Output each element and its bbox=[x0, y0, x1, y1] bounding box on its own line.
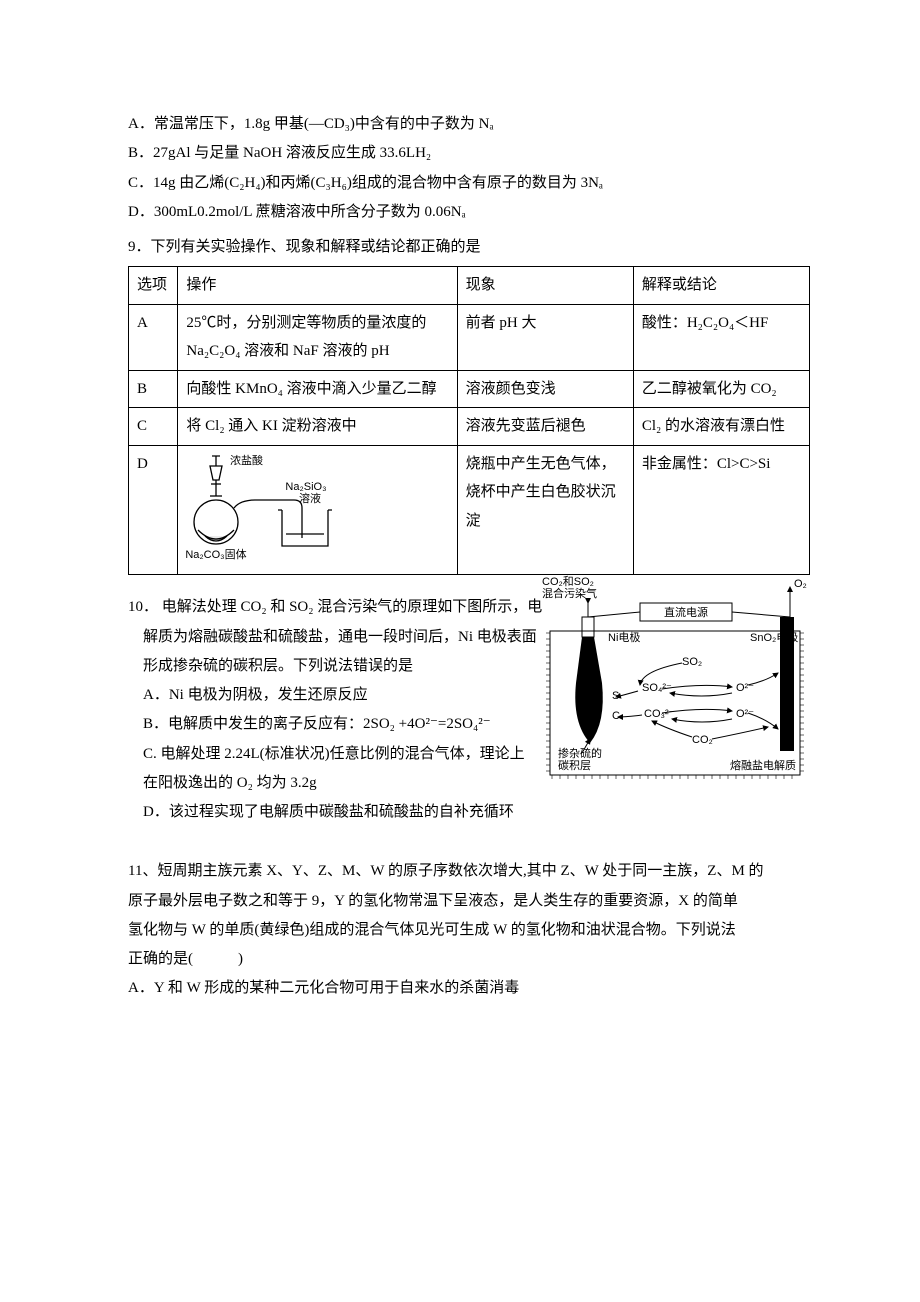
q11-l3: 氢化物与 W 的单质(黄绿色)组成的混合气体见光可生成 W 的氢化物和油状混合物… bbox=[128, 916, 810, 945]
q10-c1: C. 电解处理 2.24L(标准状况)任意比例的混合气体，理论上 bbox=[128, 740, 548, 769]
q9-b-op: 向酸性 KMnO₄ 溶液中滴入少量乙二醇 bbox=[178, 370, 457, 408]
q10-c2: 在阳极逸出的 O₂ 均为 3.2g bbox=[128, 769, 548, 798]
q9-header-row: 选项 操作 现象 解释或结论 bbox=[129, 267, 810, 305]
q10-a: A．Ni 电极为阴极，发生还原反应 bbox=[128, 681, 548, 710]
page: A．常温常压下，1.8g 甲基(—CD₃)中含有的中子数为 Nₐ B．27gAl… bbox=[0, 0, 920, 1302]
q10-stem-l2: 解质为熔融碳酸盐和硫酸盐，通电一段时间后，Ni 电极表面 bbox=[128, 623, 548, 652]
q11-a: A．Y 和 W 形成的某种二元化合物可用于自来水的杀菌消毒 bbox=[128, 974, 810, 1003]
d-gas-in: CO₂和SO₂ bbox=[542, 575, 594, 588]
q11-block: 11、短周期主族元素 X、Y、Z、M、W 的原子序数依次增大,其中 Z、W 处于… bbox=[128, 857, 810, 1003]
q10-stem-l1: 10． 电解法处理 CO₂ 和 SO₂ 混合污染气的原理如下图所示，电 bbox=[128, 593, 548, 622]
q9-h-phenomenon: 现象 bbox=[457, 267, 633, 305]
q9-h-conclusion: 解释或结论 bbox=[633, 267, 809, 305]
q9-stem-text: 9．下列有关实验操作、现象和解释或结论都正确的是 bbox=[128, 239, 481, 255]
table-row: A 25℃时，分别测定等物质的量浓度的 Na₂C₂O₄ 溶液和 NaF 溶液的 … bbox=[129, 304, 810, 370]
q10-block: 10． 电解法处理 CO₂ 和 SO₂ 混合污染气的原理如下图所示，电 解质为熔… bbox=[128, 593, 810, 827]
d-sn: SnO₂电极 bbox=[750, 630, 798, 644]
q9-d-op: 浓盐酸 Na₂SiO₃ 溶液 Na₂CO₃固体 bbox=[178, 445, 457, 575]
d-so2: SO₂ bbox=[682, 656, 702, 668]
q9-stem: 9．下列有关实验操作、现象和解释或结论都正确的是 bbox=[128, 233, 810, 262]
q8-option-a: A．常温常压下，1.8g 甲基(—CD₃)中含有的中子数为 Nₐ bbox=[128, 110, 810, 139]
q9-a-opt: A bbox=[129, 304, 178, 370]
d-layer2: 碳积层 bbox=[558, 758, 591, 772]
q10-b: B．电解质中发生的离子反应有：2SO₂ +4O²⁻=2SO₄²⁻ bbox=[128, 710, 548, 739]
d-power: 直流电源 bbox=[664, 605, 708, 619]
q10-text: 10． 电解法处理 CO₂ 和 SO₂ 混合污染气的原理如下图所示，电 解质为熔… bbox=[128, 593, 548, 798]
q10-diagram: CO₂和SO₂ 混合污染气 O₂ 直流电源 bbox=[532, 573, 814, 793]
table-row: B 向酸性 KMnO₄ 溶液中滴入少量乙二醇 溶液颜色变浅 乙二醇被氧化为 CO… bbox=[129, 370, 810, 408]
q9-d-ph: 烧瓶中产生无色气体，烧杯中产生白色胶状沉淀 bbox=[457, 445, 633, 575]
table-row: C 将 Cl₂ 通入 KI 淀粉溶液中 溶液先变蓝后褪色 Cl₂ 的水溶液有漂白… bbox=[129, 408, 810, 446]
q8-b-text: B．27gAl 与足量 NaOH 溶液反应生成 33.6LH₂ bbox=[128, 145, 431, 161]
d-co2: CO₂ bbox=[692, 734, 713, 746]
q9-h-operation: 操作 bbox=[178, 267, 457, 305]
q9-c-ph: 溶液先变蓝后褪色 bbox=[457, 408, 633, 446]
q9-a-op: 25℃时，分别测定等物质的量浓度的 Na₂C₂O₄ 溶液和 NaF 溶液的 pH bbox=[178, 304, 457, 370]
q9-c-opt: C bbox=[129, 408, 178, 446]
label-silicate: Na₂SiO₃ bbox=[286, 481, 327, 493]
d-ni: Ni电极 bbox=[608, 630, 640, 644]
q9-b-ph: 溶液颜色变浅 bbox=[457, 370, 633, 408]
q8-option-c: C．14g 由乙烯(C₂H₄)和丙烯(C₃H₆)组成的混合物中含有原子的数目为 … bbox=[128, 169, 810, 198]
q9-c-con: Cl₂ 的水溶液有漂白性 bbox=[633, 408, 809, 446]
q9-c-op: 将 Cl₂ 通入 KI 淀粉溶液中 bbox=[178, 408, 457, 446]
q9-a-con: 酸性：H₂C₂O₄＜HF bbox=[633, 304, 809, 370]
q9-d-con: 非金属性：Cl>C>Si bbox=[633, 445, 809, 575]
q8-option-d: D．300mL0.2mol/L 蔗糖溶液中所含分子数为 0.06Nₐ bbox=[128, 198, 810, 227]
q9-a-ph: 前者 pH 大 bbox=[457, 304, 633, 370]
q9-d-opt: D bbox=[129, 445, 178, 575]
q11-l1: 11、短周期主族元素 X、Y、Z、M、W 的原子序数依次增大,其中 Z、W 处于… bbox=[128, 857, 810, 886]
electrolysis-svg: CO₂和SO₂ 混合污染气 O₂ 直流电源 bbox=[532, 573, 814, 793]
q9-b-opt: B bbox=[129, 370, 178, 408]
d-gas-in2: 混合污染气 bbox=[542, 586, 597, 600]
q9-h-option: 选项 bbox=[129, 267, 178, 305]
q9-b-con: 乙二醇被氧化为 CO₂ bbox=[633, 370, 809, 408]
d-co3: CO₃²⁻ bbox=[644, 708, 675, 720]
label-carbonate: Na₂CO₃固体 bbox=[186, 547, 247, 560]
q8-option-b: B．27gAl 与足量 NaOH 溶液反应生成 33.6LH₂ bbox=[128, 139, 810, 168]
label-hcl: 浓盐酸 bbox=[230, 453, 263, 467]
table-row: D bbox=[129, 445, 810, 575]
d-c: C bbox=[612, 710, 620, 722]
q8-d-text: D．300mL0.2mol/L 蔗糖溶液中所含分子数为 0.06Nₐ bbox=[128, 204, 466, 220]
q10-stem-l3: 形成掺杂硫的碳积层。下列说法错误的是 bbox=[128, 652, 548, 681]
label-solution: 溶液 bbox=[299, 491, 321, 505]
d-layer1: 掺杂硫的 bbox=[558, 746, 602, 760]
q8-a-text: A．常温常压下，1.8g 甲基(—CD₃)中含有的中子数为 Nₐ bbox=[128, 116, 494, 132]
q8-c-text: C．14g 由乙烯(C₂H₄)和丙烯(C₃H₆)组成的混合物中含有原子的数目为 … bbox=[128, 175, 603, 191]
apparatus-diagram: 浓盐酸 Na₂SiO₃ 溶液 Na₂CO₃固体 bbox=[186, 450, 346, 560]
d-o2: O₂ bbox=[794, 578, 807, 590]
q11-l2: 原子最外层电子数之和等于 9，Y 的氢化物常温下呈液态，是人类生存的重要资源，X… bbox=[128, 887, 810, 916]
q10-d: D．该过程实现了电解质中碳酸盐和硫酸盐的自补充循环 bbox=[128, 798, 810, 827]
d-electrolyte: 熔融盐电解质 bbox=[730, 758, 796, 772]
q9-table: 选项 操作 现象 解释或结论 A 25℃时，分别测定等物质的量浓度的 Na₂C₂… bbox=[128, 266, 810, 575]
q11-l4: 正确的是( ) bbox=[128, 945, 810, 974]
